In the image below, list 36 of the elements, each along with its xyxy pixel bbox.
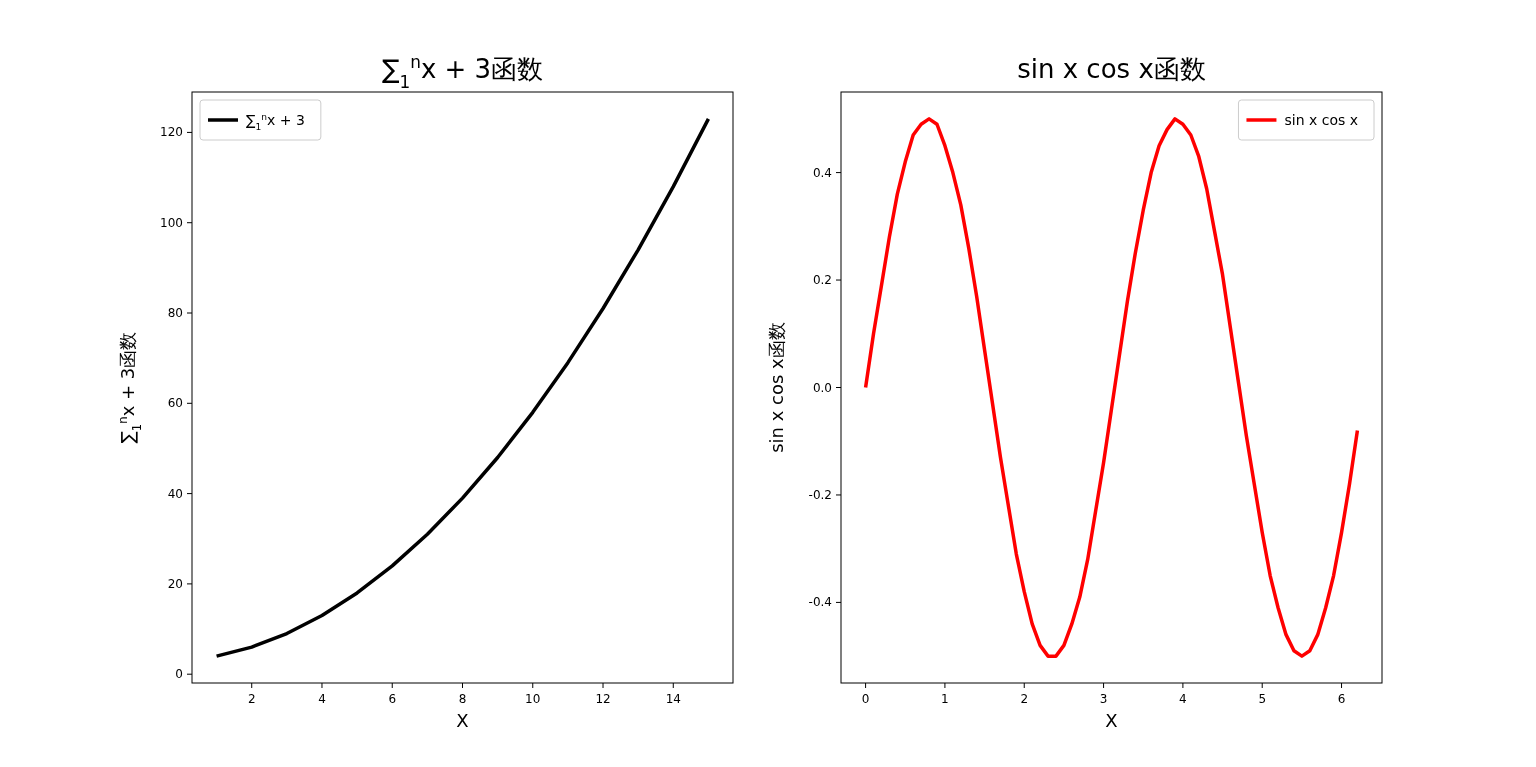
legend-label: ∑$_{1}$$^{n}$x + 3 [246, 112, 305, 132]
y-axis-title: sin x cos x函数 [766, 322, 787, 453]
y-tick-label: 20 [167, 576, 183, 591]
y-tick-label: 80 [167, 306, 183, 320]
y-tick-label: 120 [160, 125, 183, 140]
x-axis-title: X [1105, 710, 1118, 731]
x-tick-label: 4 [318, 692, 326, 706]
legend: sin x cos x [1237, 99, 1375, 141]
chart-title: ∑$_{1}$$^{n}$x + 3函数 [381, 52, 544, 92]
y-tick-label: -0.2 [808, 487, 832, 502]
y-tick-label: 0.0 [812, 380, 832, 395]
x-tick-label: 0 [861, 692, 870, 706]
x-axis-title: X [456, 710, 469, 731]
y-tick-label: 0 [175, 667, 183, 682]
x-tick-label: 5 [1258, 692, 1267, 706]
x-tick-label: 8 [458, 692, 467, 706]
x-tick-label: 2 [1020, 692, 1029, 706]
x-tick-label: 10 [525, 692, 541, 706]
line-series [214, 117, 711, 658]
x-tick-label: 14 [665, 692, 681, 706]
legend: ∑$_{1}$$^{n}$x + 3 [199, 99, 322, 141]
y-tick-label: 60 [167, 396, 183, 411]
x-tick-label: 6 [388, 692, 397, 706]
x-tick-label: 3 [1099, 692, 1108, 706]
y-tick-label: 40 [167, 486, 183, 501]
x-tick-label: 1 [941, 692, 949, 706]
chart-title: sin x cos x函数 [1017, 54, 1206, 84]
y-tick-label: 0.4 [812, 165, 832, 180]
x-tick-label: 2 [247, 692, 256, 706]
y-tick-label: -0.4 [808, 595, 832, 610]
y-tick-label: 0.2 [812, 273, 832, 288]
x-tick-label: 4 [1179, 692, 1187, 706]
y-tick-label: 100 [160, 215, 183, 230]
x-tick-label: 6 [1337, 692, 1346, 706]
x-tick-label: 12 [595, 692, 611, 706]
legend-label: sin x cos x [1284, 112, 1358, 128]
